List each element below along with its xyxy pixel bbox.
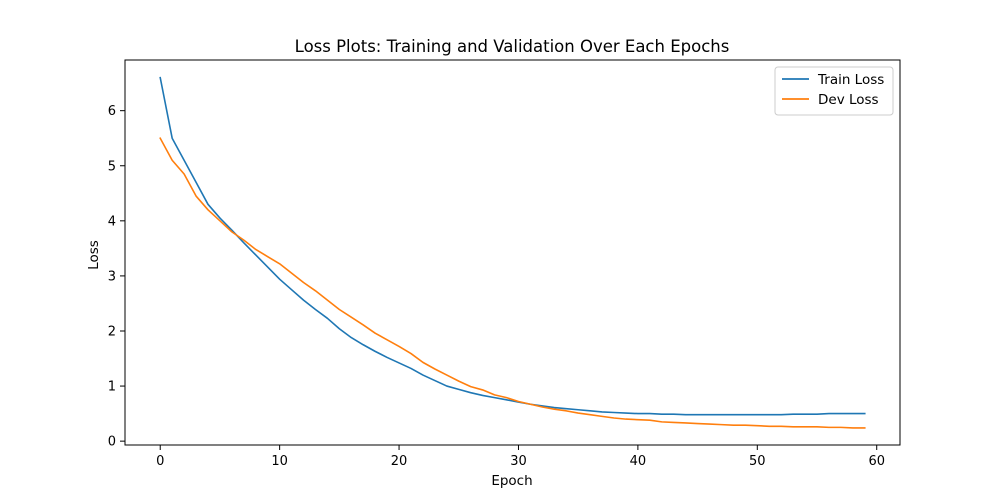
axes-frame — [124, 59, 901, 446]
y-tick-label: 1 — [108, 380, 116, 395]
x-tick-label: 60 — [868, 454, 885, 469]
legend: Train Loss Dev Loss — [774, 66, 894, 116]
y-tick-label: 0 — [108, 435, 116, 450]
legend-label-train-loss: Train Loss — [817, 72, 884, 88]
series-line-train-loss — [159, 76, 866, 416]
y-axis: 0 1 2 3 4 5 6 — [108, 104, 125, 450]
x-tick-label: 40 — [630, 454, 647, 469]
y-tick-label: 4 — [108, 214, 116, 229]
legend-label-dev-loss: Dev Loss — [818, 92, 879, 108]
x-tick-label: 20 — [391, 454, 408, 469]
x-tick-label: 0 — [156, 454, 164, 469]
x-axis: 0 10 20 30 40 50 60 — [156, 445, 885, 469]
series-line-dev-loss — [159, 137, 866, 429]
y-tick-label: 6 — [108, 104, 116, 119]
x-tick-label: 10 — [271, 454, 288, 469]
x-tick-label: 50 — [749, 454, 766, 469]
series-layer — [159, 76, 866, 429]
x-tick-label: 30 — [510, 454, 527, 469]
plot-frame — [124, 59, 901, 446]
y-tick-label: 3 — [108, 269, 116, 284]
y-axis-label: Loss — [86, 240, 102, 270]
y-tick-label: 2 — [108, 324, 116, 339]
chart-title: Loss Plots: Training and Validation Over… — [295, 37, 730, 56]
x-axis-label: Epoch — [491, 473, 532, 489]
y-tick-label: 5 — [108, 159, 116, 174]
